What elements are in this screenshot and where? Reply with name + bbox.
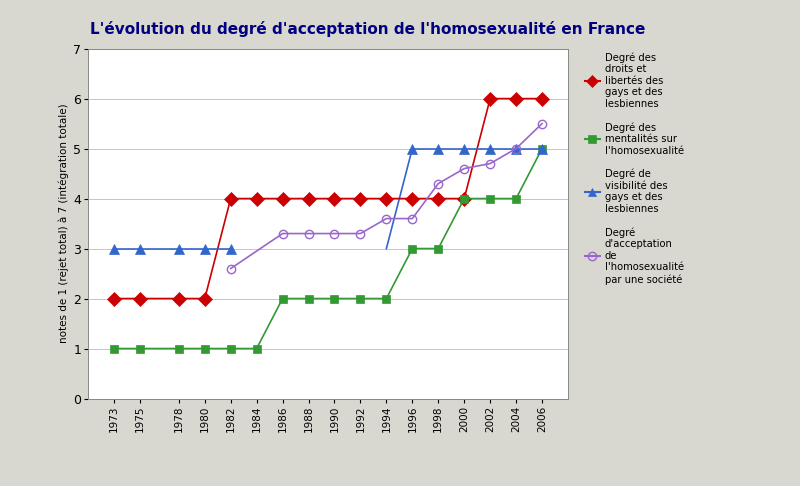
Text: L'évolution du degré d'acceptation de l'homosexualité en France: L'évolution du degré d'acceptation de l'… xyxy=(90,21,646,37)
Legend: Degré des
droits et
libertés des
gays et des
lesbiennes, Degré des
mentalités su: Degré des droits et libertés des gays et… xyxy=(582,50,686,287)
Y-axis label: notes de 1 (rejet total) à 7 (intégration totale): notes de 1 (rejet total) à 7 (intégratio… xyxy=(58,104,69,344)
